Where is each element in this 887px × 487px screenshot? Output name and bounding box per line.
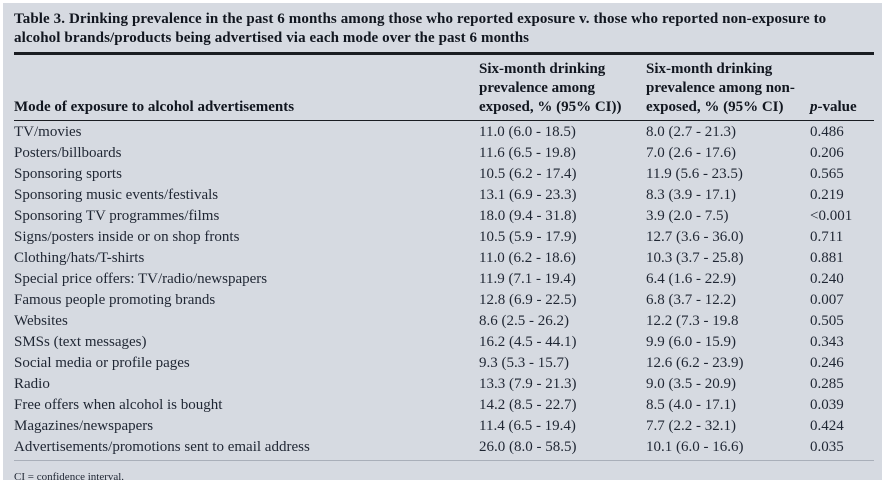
cell-p-value: 0.007 bbox=[810, 292, 844, 308]
table-body: TV/movies 11.0 (6.0 - 18.5) 8.0 (2.7 - 2… bbox=[14, 121, 874, 458]
cell-exposed-prevalence: 10.5 (5.9 - 17.9) bbox=[479, 229, 577, 245]
cell-mode: Websites bbox=[14, 313, 68, 329]
cell-non-exposed-prevalence: 6.4 (1.6 - 22.9) bbox=[646, 271, 736, 287]
cell-mode: Sponsoring music events/festivals bbox=[14, 187, 219, 203]
cell-non-exposed-prevalence: 7.7 (2.2 - 32.1) bbox=[646, 418, 736, 434]
cell-non-exposed-prevalence: 7.0 (2.6 - 17.6) bbox=[646, 145, 736, 161]
cell-non-exposed-prevalence: 9.0 (3.5 - 20.9) bbox=[646, 376, 736, 392]
cell-exposed-prevalence: 8.6 (2.5 - 26.2) bbox=[479, 313, 569, 329]
table-row: Famous people promoting brands 12.8 (6.9… bbox=[14, 290, 874, 311]
column-header-non-exposed: Six-month drinking prevalence among non-… bbox=[646, 61, 795, 115]
cell-non-exposed-prevalence: 3.9 (2.0 - 7.5) bbox=[646, 208, 729, 224]
cell-mode: Signs/posters inside or on shop fronts bbox=[14, 229, 240, 245]
cell-mode: Advertisements/promotions sent to email … bbox=[14, 439, 310, 455]
table-row: Advertisements/promotions sent to email … bbox=[14, 437, 874, 458]
cell-p-value: 0.285 bbox=[810, 376, 844, 392]
cell-mode: Posters/billboards bbox=[14, 145, 122, 161]
cell-p-value: 0.219 bbox=[810, 187, 844, 203]
cell-non-exposed-prevalence: 12.7 (3.6 - 36.0) bbox=[646, 229, 744, 245]
table-row: Signs/posters inside or on shop fronts 1… bbox=[14, 227, 874, 248]
table-row: Posters/billboards 11.6 (6.5 - 19.8) 7.0… bbox=[14, 143, 874, 164]
cell-non-exposed-prevalence: 8.0 (2.7 - 21.3) bbox=[646, 124, 736, 140]
cell-mode: Sponsoring sports bbox=[14, 166, 122, 182]
cell-exposed-prevalence: 11.6 (6.5 - 19.8) bbox=[479, 145, 576, 161]
cell-exposed-prevalence: 11.0 (6.0 - 18.5) bbox=[479, 124, 576, 140]
table-row: Social media or profile pages 9.3 (5.3 -… bbox=[14, 353, 874, 374]
cell-mode: Famous people promoting brands bbox=[14, 292, 216, 308]
table-row: Radio 13.3 (7.9 - 21.3) 9.0 (3.5 - 20.9)… bbox=[14, 374, 874, 395]
footnote-divider bbox=[14, 460, 874, 461]
cell-mode: Clothing/hats/T-shirts bbox=[14, 250, 145, 266]
table-footnote: CI = confidence interval. bbox=[14, 471, 125, 483]
cell-p-value: 0.505 bbox=[810, 313, 844, 329]
cell-p-value: 0.711 bbox=[810, 229, 844, 245]
cell-p-value: 0.035 bbox=[810, 439, 844, 455]
table-row: Free offers when alcohol is bought 14.2 … bbox=[14, 395, 874, 416]
cell-mode: Radio bbox=[14, 376, 50, 392]
cell-non-exposed-prevalence: 10.1 (6.0 - 16.6) bbox=[646, 439, 744, 455]
column-header-exposed: Six-month drinking prevalence among expo… bbox=[479, 61, 622, 115]
cell-non-exposed-prevalence: 9.9 (6.0 - 15.9) bbox=[646, 334, 736, 350]
table-row: Sponsoring TV programmes/films 18.0 (9.4… bbox=[14, 206, 874, 227]
cell-mode: Magazines/newspapers bbox=[14, 418, 154, 434]
table-row: Sponsoring sports 10.5 (6.2 - 17.4) 11.9… bbox=[14, 164, 874, 185]
cell-p-value: 0.486 bbox=[810, 124, 844, 140]
cell-non-exposed-prevalence: 6.8 (3.7 - 12.2) bbox=[646, 292, 736, 308]
cell-exposed-prevalence: 11.0 (6.2 - 18.6) bbox=[479, 250, 576, 266]
cell-mode: SMSs (text messages) bbox=[14, 334, 147, 350]
cell-p-value: 0.039 bbox=[810, 397, 844, 413]
table-row: Special price offers: TV/radio/newspaper… bbox=[14, 269, 874, 290]
cell-mode: TV/movies bbox=[14, 124, 82, 140]
cell-p-value: <0.001 bbox=[810, 208, 853, 224]
table-header-row: Mode of exposure to alcohol advertisemen… bbox=[14, 55, 874, 121]
cell-non-exposed-prevalence: 8.3 (3.9 - 17.1) bbox=[646, 187, 736, 203]
cell-non-exposed-prevalence: 12.6 (6.2 - 23.9) bbox=[646, 355, 744, 371]
cell-exposed-prevalence: 11.9 (7.1 - 19.4) bbox=[479, 271, 576, 287]
column-header-mode: Mode of exposure to alcohol advertisemen… bbox=[14, 99, 295, 115]
table-row: Clothing/hats/T-shirts 11.0 (6.2 - 18.6)… bbox=[14, 248, 874, 269]
cell-exposed-prevalence: 18.0 (9.4 - 31.8) bbox=[479, 208, 577, 224]
table-row: TV/movies 11.0 (6.0 - 18.5) 8.0 (2.7 - 2… bbox=[14, 122, 874, 143]
table-row: Magazines/newspapers 11.4 (6.5 - 19.4) 7… bbox=[14, 416, 874, 437]
cell-mode: Special price offers: TV/radio/newspaper… bbox=[14, 271, 268, 287]
cell-exposed-prevalence: 12.8 (6.9 - 22.5) bbox=[479, 292, 577, 308]
cell-p-value: 0.881 bbox=[810, 250, 844, 266]
cell-mode: Sponsoring TV programmes/films bbox=[14, 208, 220, 224]
cell-p-value: 0.343 bbox=[810, 334, 844, 350]
cell-non-exposed-prevalence: 12.2 (7.3 - 19.8 bbox=[646, 313, 739, 329]
cell-exposed-prevalence: 11.4 (6.5 - 19.4) bbox=[479, 418, 576, 434]
cell-p-value: 0.246 bbox=[810, 355, 844, 371]
cell-p-value: 0.240 bbox=[810, 271, 844, 287]
cell-mode: Social media or profile pages bbox=[14, 355, 190, 371]
table-panel: Table 3. Drinking prevalence in the past… bbox=[3, 3, 882, 483]
cell-exposed-prevalence: 13.3 (7.9 - 21.3) bbox=[479, 376, 577, 392]
cell-exposed-prevalence: 13.1 (6.9 - 23.3) bbox=[479, 187, 577, 203]
table-title: Table 3. Drinking prevalence in the past… bbox=[14, 11, 827, 46]
table-row: Websites 8.6 (2.5 - 26.2) 12.2 (7.3 - 19… bbox=[14, 311, 874, 332]
cell-exposed-prevalence: 16.2 (4.5 - 44.1) bbox=[479, 334, 577, 350]
cell-exposed-prevalence: 14.2 (8.5 - 22.7) bbox=[479, 397, 577, 413]
table-row: Sponsoring music events/festivals 13.1 (… bbox=[14, 185, 874, 206]
cell-mode: Free offers when alcohol is bought bbox=[14, 397, 223, 413]
cell-p-value: 0.565 bbox=[810, 166, 844, 182]
cell-p-value: 0.424 bbox=[810, 418, 844, 434]
cell-non-exposed-prevalence: 8.5 (4.0 - 17.1) bbox=[646, 397, 736, 413]
cell-non-exposed-prevalence: 11.9 (5.6 - 23.5) bbox=[646, 166, 743, 182]
cell-exposed-prevalence: 10.5 (6.2 - 17.4) bbox=[479, 166, 577, 182]
cell-p-value: 0.206 bbox=[810, 145, 844, 161]
title-divider bbox=[14, 52, 874, 55]
column-header-p-value: p-value bbox=[810, 99, 857, 115]
cell-non-exposed-prevalence: 10.3 (3.7 - 25.8) bbox=[646, 250, 744, 266]
cell-exposed-prevalence: 26.0 (8.0 - 58.5) bbox=[479, 439, 577, 455]
table-row: SMSs (text messages) 16.2 (4.5 - 44.1) 9… bbox=[14, 332, 874, 353]
cell-exposed-prevalence: 9.3 (5.3 - 15.7) bbox=[479, 355, 569, 371]
